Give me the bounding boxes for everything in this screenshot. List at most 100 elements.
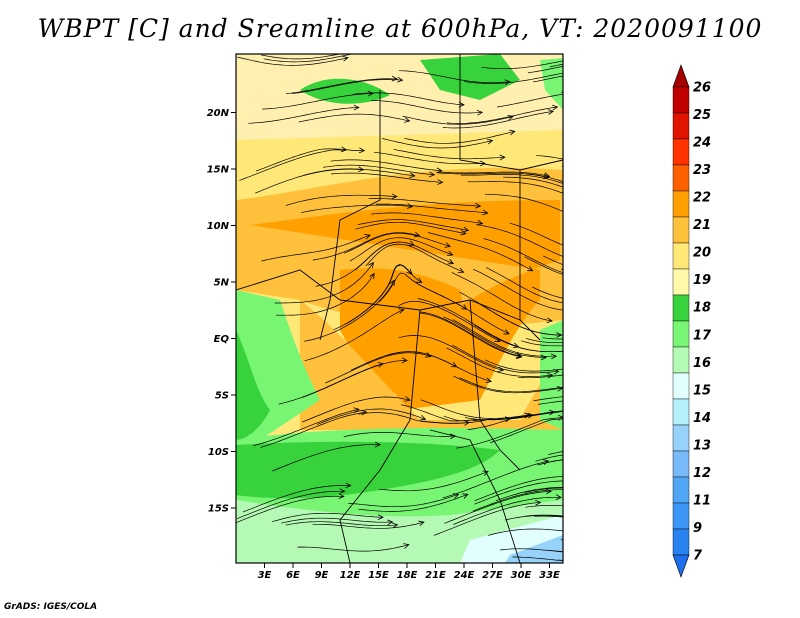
streamline-arrow bbox=[666, 99, 671, 104]
colorbar-bin bbox=[672, 86, 690, 114]
streamline-arrow bbox=[460, 229, 467, 236]
colorbar-label: 15 bbox=[693, 383, 711, 398]
streamline-arrow bbox=[632, 336, 637, 341]
lon-tick-label: 15E bbox=[368, 570, 389, 581]
streamline-arrow bbox=[413, 231, 421, 238]
streamline bbox=[420, 399, 530, 419]
streamline-arrow bbox=[547, 109, 555, 115]
streamline bbox=[300, 204, 413, 214]
streamline bbox=[505, 515, 563, 521]
streamline bbox=[398, 70, 510, 84]
streamline bbox=[453, 496, 562, 525]
streamline-arrow bbox=[545, 488, 552, 495]
colorbar-label: 9 bbox=[693, 521, 702, 536]
streamline-arrow bbox=[606, 549, 611, 554]
streamline-arrow bbox=[641, 455, 646, 460]
lon-tick-label: 12E bbox=[340, 570, 361, 581]
streamline bbox=[452, 344, 559, 374]
streamline bbox=[485, 267, 563, 304]
streamline-arrow bbox=[462, 493, 469, 499]
streamline bbox=[532, 286, 563, 299]
streamline-arrow bbox=[634, 58, 639, 63]
streamline bbox=[478, 302, 563, 336]
streamline bbox=[304, 309, 404, 362]
colorbar-bin bbox=[672, 320, 690, 348]
streamline-arrow bbox=[655, 58, 660, 63]
lat-tick-label: 5S bbox=[215, 391, 229, 402]
streamline-arrow bbox=[482, 470, 489, 476]
map-frame bbox=[235, 53, 564, 564]
streamline-arrow bbox=[425, 352, 432, 358]
streamline bbox=[442, 460, 549, 499]
colorbar-bin bbox=[672, 164, 690, 192]
streamline-arrow bbox=[627, 200, 632, 205]
streamline-arrow bbox=[576, 259, 581, 264]
streamline-arrow bbox=[452, 493, 460, 499]
streamline-arrow bbox=[578, 332, 583, 337]
streamline-arrow bbox=[642, 410, 648, 415]
streamline bbox=[312, 521, 424, 529]
streamline bbox=[349, 237, 453, 262]
streamline-arrow bbox=[476, 219, 484, 226]
streamline-arrow bbox=[366, 46, 371, 51]
border-line bbox=[319, 90, 381, 341]
colorbar-label: 16 bbox=[693, 356, 711, 371]
border-line bbox=[459, 54, 563, 171]
streamline-arrow bbox=[377, 362, 384, 368]
streamline-arrow bbox=[512, 342, 520, 349]
streamline bbox=[548, 549, 563, 553]
streamline-arrow bbox=[576, 488, 581, 493]
streamline bbox=[446, 106, 558, 124]
streamline bbox=[533, 396, 563, 401]
streamline bbox=[261, 234, 371, 262]
streamline bbox=[497, 93, 563, 108]
streamline bbox=[442, 111, 554, 129]
streamline-arrow bbox=[578, 479, 583, 484]
streamline bbox=[524, 256, 563, 275]
streamline-arrow bbox=[457, 267, 465, 273]
streamline-arrow bbox=[583, 275, 588, 280]
streamline-arrow bbox=[345, 482, 352, 489]
streamline bbox=[446, 347, 553, 377]
streamline bbox=[419, 311, 522, 357]
streamline bbox=[378, 471, 489, 492]
streamline-arrow bbox=[494, 336, 501, 342]
streamline bbox=[291, 79, 403, 95]
streamline-arrow bbox=[374, 441, 382, 448]
streamline-arrow bbox=[397, 76, 404, 83]
streamline-arrow bbox=[665, 188, 670, 193]
streamline-arrow bbox=[637, 295, 642, 300]
streamline bbox=[285, 521, 398, 527]
colorbar-bin bbox=[672, 502, 690, 530]
streamline bbox=[472, 268, 563, 311]
streamline-arrow bbox=[655, 451, 660, 456]
streamline-arrow bbox=[339, 488, 346, 495]
border-line bbox=[519, 170, 541, 341]
lat-tick-label: 15S bbox=[208, 504, 229, 515]
streamline-arrow bbox=[618, 553, 624, 558]
lat-tick-label: 10N bbox=[207, 221, 230, 232]
streamline-arrow bbox=[342, 55, 349, 62]
wbpt-fill-region bbox=[420, 54, 520, 100]
streamline-arrow bbox=[358, 147, 366, 154]
streamline-arrow bbox=[566, 182, 572, 187]
streamline-arrow bbox=[451, 362, 458, 368]
streamline-arrow bbox=[640, 514, 645, 519]
streamlines bbox=[236, 46, 671, 561]
colorbar-label: 12 bbox=[693, 466, 711, 481]
streamline-arrow bbox=[601, 488, 606, 493]
streamline bbox=[315, 241, 415, 287]
streamline bbox=[398, 300, 501, 342]
streamline-arrow bbox=[542, 459, 550, 465]
streamline bbox=[260, 411, 367, 448]
streamline-arrow bbox=[547, 372, 554, 379]
streamline-arrow bbox=[391, 193, 398, 200]
streamline bbox=[548, 451, 563, 455]
colorbar-label: 13 bbox=[693, 438, 711, 453]
streamline bbox=[453, 375, 563, 394]
streamline-arrow bbox=[627, 339, 632, 344]
streamline bbox=[550, 459, 563, 463]
streamline bbox=[560, 268, 563, 271]
streamline-arrow bbox=[403, 543, 410, 549]
streamline-arrow bbox=[631, 490, 636, 495]
